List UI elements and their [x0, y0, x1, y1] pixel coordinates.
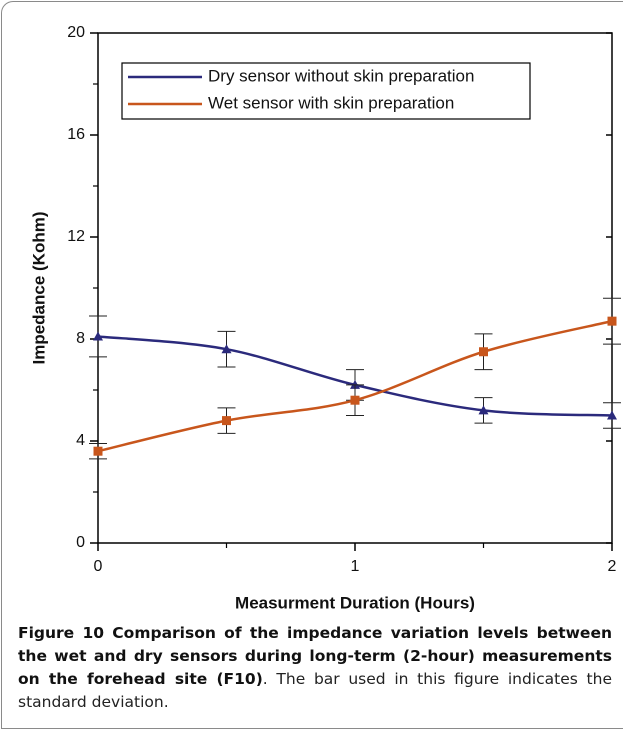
chart: Impedance (Kohm) Measurment Duration (Ho… [29, 24, 621, 612]
legend-label: Dry sensor without skin preparation [208, 66, 474, 85]
x-axis-label: Measurment Duration (Hours) [235, 593, 475, 612]
y-tick-label: 20 [67, 24, 85, 41]
y-tick-label: 16 [67, 126, 85, 143]
marker [350, 395, 360, 405]
x-tick-label: 0 [94, 558, 103, 575]
legend-label: Wet sensor with skin preparation [208, 93, 454, 112]
marker [222, 416, 231, 426]
y-tick-label: 8 [76, 330, 85, 347]
marker [221, 344, 232, 354]
y-tick-label: 4 [76, 432, 85, 449]
marker [607, 316, 617, 326]
caption-text: . The bar used in this figure indicates … [18, 670, 612, 711]
marker [479, 347, 488, 357]
legend-box [121, 62, 531, 120]
x-tick-label: 2 [608, 558, 617, 575]
y-axis-label: Impedance (Kohm) [29, 211, 48, 364]
x-tick-label: 1 [351, 558, 360, 575]
caption: Figure 10 Comparison of the impedance va… [18, 622, 612, 714]
y-tick-label: 0 [76, 534, 85, 551]
marker [478, 405, 489, 415]
marker [93, 331, 103, 341]
caption-bold: Figure 10 Comparison of the impedance va… [18, 624, 612, 688]
marker [93, 446, 103, 456]
marker [607, 410, 617, 420]
y-tick-label: 12 [67, 228, 85, 245]
